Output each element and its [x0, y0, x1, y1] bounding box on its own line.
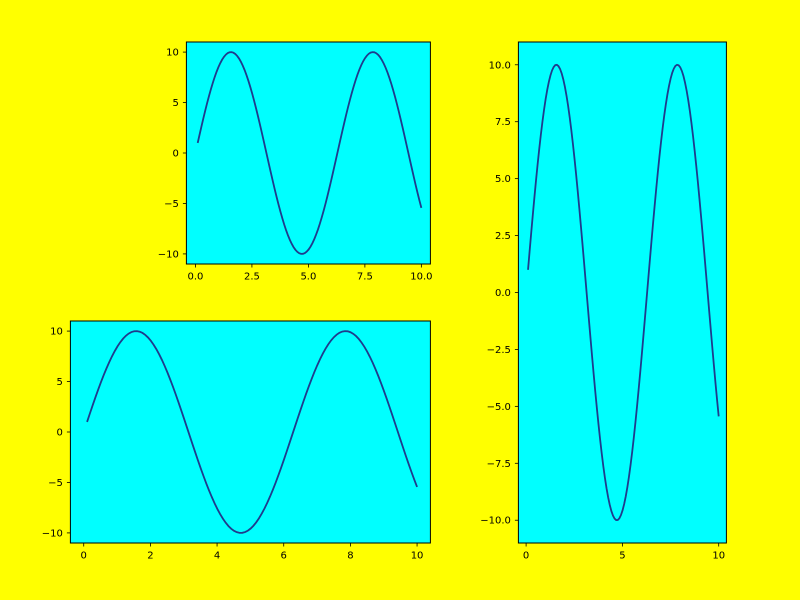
xtick-label: 6 [281, 551, 287, 562]
xtick-label: 7.5 [357, 272, 373, 283]
ytick-label: 0.0 [495, 288, 511, 299]
xtick-label: 8 [347, 551, 353, 562]
xtick-label: 5.0 [300, 272, 316, 283]
ytick-label: 7.5 [495, 117, 511, 128]
ytick-label: 5 [173, 98, 179, 109]
ytick-label: −2.5 [487, 345, 511, 356]
xtick-label: 10.0 [410, 272, 432, 283]
figure: 0.0 2.5 5.0 7.5 10.0 −10 −5 0 5 10 0 2 4 6 8 10 −10 −5 0 5 1… [0, 0, 800, 600]
xtick-label: 4 [214, 551, 220, 562]
ytick-label: 5 [57, 377, 63, 388]
axes-face [186, 42, 430, 264]
ytick-label: −10 [158, 249, 179, 260]
axes-face [70, 321, 430, 543]
ytick-label: −5 [48, 478, 63, 489]
xtick-label: 0 [81, 551, 87, 562]
xtick-label: 2.5 [244, 272, 260, 283]
ytick-label: −5.0 [487, 402, 511, 413]
ytick-label: 5.0 [495, 174, 511, 185]
xtick-label: 0 [523, 551, 529, 562]
ytick-label: −5 [164, 199, 179, 210]
ytick-label: 10 [50, 327, 63, 338]
xtick-label: 2 [147, 551, 153, 562]
xtick-label: 5 [619, 551, 625, 562]
chart-panel-bottom-left: 0 2 4 6 8 10 −10 −5 0 5 10 [42, 321, 431, 562]
ytick-label: −7.5 [487, 459, 511, 470]
ytick-label: 0 [173, 149, 179, 160]
ytick-label: −10.0 [480, 516, 511, 527]
ytick-label: 0 [57, 428, 63, 439]
xtick-label: 10 [411, 551, 424, 562]
ytick-label: 10.0 [489, 60, 511, 71]
axes-face [518, 42, 726, 543]
ytick-label: 2.5 [495, 231, 511, 242]
chart-panel-top-left: 0.0 2.5 5.0 7.5 10.0 −10 −5 0 5 10 [158, 42, 433, 283]
ytick-label: −10 [42, 528, 63, 539]
xtick-label: 0.0 [187, 272, 203, 283]
xtick-label: 10 [712, 551, 725, 562]
ytick-label: 10 [166, 48, 179, 59]
